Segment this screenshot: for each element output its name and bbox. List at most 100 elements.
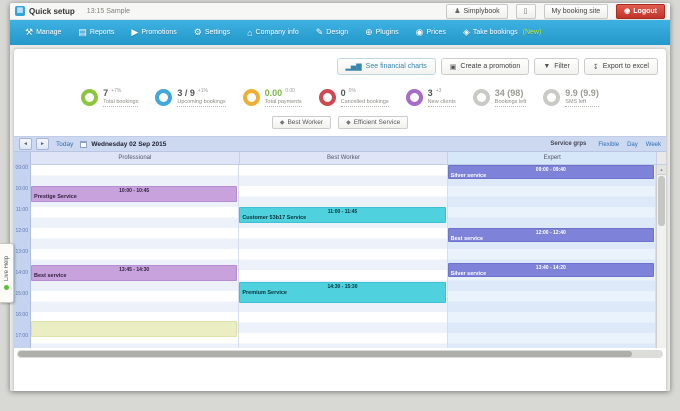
gear-icon: ⚙ — [193, 27, 202, 37]
filter-button[interactable]: ▼ Filter — [534, 58, 579, 75]
prev-day-button[interactable]: ◄ — [19, 138, 32, 151]
stats-row: 7 +7% Total bookings 3 / 9 +1% Upcoming booki… — [14, 88, 666, 108]
event-time: 13:40 - 14:20 — [535, 265, 566, 272]
live-help-tab[interactable]: Live Help — [0, 243, 14, 303]
stat-label-link[interactable]: SMS left — [565, 99, 599, 108]
nav-item-design[interactable]: ✎ Design — [309, 24, 355, 41]
event-time: 10:00 - 10:45 — [119, 188, 150, 195]
vertical-scrollbar[interactable]: ▲ — [655, 165, 666, 349]
nav-item-company-info[interactable]: ⌂ Company info — [240, 25, 306, 41]
filter-icon: ▼ — [543, 63, 551, 70]
mobile-app-button[interactable]: ▯ — [515, 3, 536, 19]
stat-text: 0 0% Cancelled bookings — [340, 88, 389, 108]
create-a-promotion-button[interactable]: ▣ Create a promotion — [440, 58, 530, 75]
user-icon: ♟ — [454, 8, 461, 15]
app-logo-icon: ▦ — [15, 6, 25, 16]
event-best-service[interactable]: 12:00 - 12:40 Best service — [447, 228, 654, 242]
horizontal-scrollbar[interactable] — [17, 350, 663, 359]
stat-label-link[interactable]: Upcoming bookings — [177, 99, 226, 108]
schedule-column-professional[interactable]: 10:00 - 10:45 Prestige Service 13:45 - 14:… — [31, 165, 240, 349]
stat-total-bookings: 7 +7% Total bookings — [81, 88, 139, 108]
column-header-best-worker: Best Worker — [240, 152, 449, 165]
app-window: ▦ Quick setup 13:15 Sample ♟ Simplybook … — [10, 3, 670, 391]
stat-ring-icon — [472, 89, 490, 107]
nav-item-label: Settings — [204, 29, 231, 36]
page-background: ▂▅▇ See financial charts ▣ Create a promoti… — [10, 45, 670, 391]
blocked-slot[interactable] — [31, 320, 238, 338]
event-silver-service[interactable]: 13:40 - 14:20 Silver service — [447, 263, 654, 278]
nav-item-plugins[interactable]: ⊕ Plugins — [358, 24, 406, 41]
schedule-column-expert[interactable]: 09:00 - 09:40 Silver service 12:00 - 12:40… — [447, 165, 656, 349]
nav-item-reports[interactable]: ▤ Reports — [71, 24, 121, 41]
nav-item-manage[interactable]: ⚒ Manage — [18, 24, 68, 41]
event-silver-service[interactable]: 09:00 - 09:40 Silver service — [447, 165, 654, 179]
event-premium-service[interactable]: 14:30 - 15:30 Premium Service — [239, 281, 446, 303]
stat-delta: +1% — [197, 88, 209, 94]
nav-item-label: Plugins — [375, 29, 399, 36]
scrollbar-stub — [657, 152, 667, 165]
stat-label-link[interactable]: Total bookings — [103, 99, 139, 108]
event-time: 13:45 - 14:30 — [119, 266, 150, 273]
efficient-service-button[interactable]: ◆ Efficient Service — [338, 116, 409, 130]
time-label: 12:00 — [15, 228, 28, 235]
stat-label-link[interactable]: Total payments — [264, 99, 302, 108]
nav-item-take-bookings[interactable]: ◈ Take bookings (New) — [456, 24, 548, 41]
schedule-column-best-worker[interactable]: 11:00 - 11:45 Customer 53b17 Service 14:30… — [239, 165, 448, 349]
nav-item-settings[interactable]: ⚙ Settings — [187, 24, 237, 41]
nav-item-label: Promotions — [141, 29, 177, 36]
next-day-button[interactable]: ► — [36, 138, 49, 151]
stat-text: 7 +7% Total bookings — [103, 88, 139, 108]
stat-ring-icon — [242, 89, 260, 107]
service-groups-label[interactable]: Service grps — [550, 141, 587, 148]
current-date-label: Wednesday 02 Sep 2015 — [91, 140, 167, 148]
column-header-expert: Expert — [448, 152, 658, 165]
sample-label: 13:15 Sample — [86, 7, 130, 15]
title-bar: ▦ Quick setup 13:15 Sample ♟ Simplybook … — [10, 3, 670, 20]
vertical-scroll-thumb[interactable] — [657, 176, 665, 227]
account-button[interactable]: ♟ Simplybook — [446, 3, 508, 19]
nav-item-prices[interactable]: ◉ Prices — [409, 24, 453, 41]
account-button-label: Simplybook — [463, 7, 500, 15]
stat-label-link[interactable]: Cancelled bookings — [340, 99, 389, 108]
event-time: 11:00 - 11:45 — [327, 209, 358, 216]
calendar-toolbar: ◄ ► Today Wednesday 02 Sep 2015 Service … — [14, 137, 666, 152]
stat-delta: +7% — [111, 88, 122, 94]
event-best-service[interactable]: 13:45 - 14:30 Best service — [31, 264, 238, 281]
nav-item-label: Take bookings — [472, 29, 518, 36]
coin-icon: ◉ — [415, 27, 424, 37]
time-label: 10:00 — [15, 186, 28, 193]
stat-ring-icon — [81, 89, 99, 107]
logout-button[interactable]: ◉ Logout — [616, 3, 665, 19]
online-status-icon — [4, 284, 9, 290]
event-customer-53b17-service[interactable]: 11:00 - 11:45 Customer 53b17 Service — [239, 207, 446, 223]
promotion-icon: ▣ — [449, 63, 457, 71]
event-title: Silver service — [450, 173, 487, 179]
view-link-day[interactable]: Day — [627, 141, 638, 148]
main-nav: ⚒ Manage ▤ Reports ▶ Promotions ⚙ Settings ⌂ Comp… — [10, 20, 670, 45]
stat-ring-icon — [318, 89, 336, 107]
scroll-up-icon[interactable]: ▲ — [656, 165, 666, 176]
stat-label-link[interactable]: New clients — [427, 99, 456, 108]
booking-site-button[interactable]: My booking site — [543, 3, 609, 19]
stat-ring-icon — [405, 89, 423, 107]
event-title: Prestige Service — [34, 194, 77, 201]
export-to-excel-button[interactable]: ↧ Export to excel — [583, 58, 658, 75]
export-icon: ↧ — [592, 63, 599, 71]
stat-label-link[interactable]: Bookings left — [494, 99, 527, 108]
nav-item-promotions[interactable]: ▶ Promotions — [124, 24, 183, 41]
time-label: 15:00 — [15, 291, 28, 298]
content-card: ▂▅▇ See financial charts ▣ Create a promoti… — [14, 49, 667, 391]
phone-icon: ▯ — [523, 8, 528, 15]
chart-icon: ▂▅▇ — [345, 63, 362, 71]
stat-total-payments: 0.00 0.00 Total payments — [242, 88, 302, 108]
today-link[interactable]: Today — [56, 140, 74, 148]
event-prestige-service[interactable]: 10:00 - 10:45 Prestige Service — [31, 186, 238, 202]
horizontal-scroll-thumb[interactable] — [18, 351, 632, 358]
see-financial-charts-button[interactable]: ▂▅▇ See financial charts — [336, 58, 436, 75]
calendar-icon — [80, 140, 88, 148]
view-link-week[interactable]: Week — [645, 141, 661, 148]
best-worker-button[interactable]: ◆ Best Worker — [271, 116, 332, 130]
view-link-flexible[interactable]: Flexible — [598, 141, 620, 148]
button-label: See financial charts — [365, 63, 427, 70]
booking-icon: ◈ — [462, 27, 470, 37]
